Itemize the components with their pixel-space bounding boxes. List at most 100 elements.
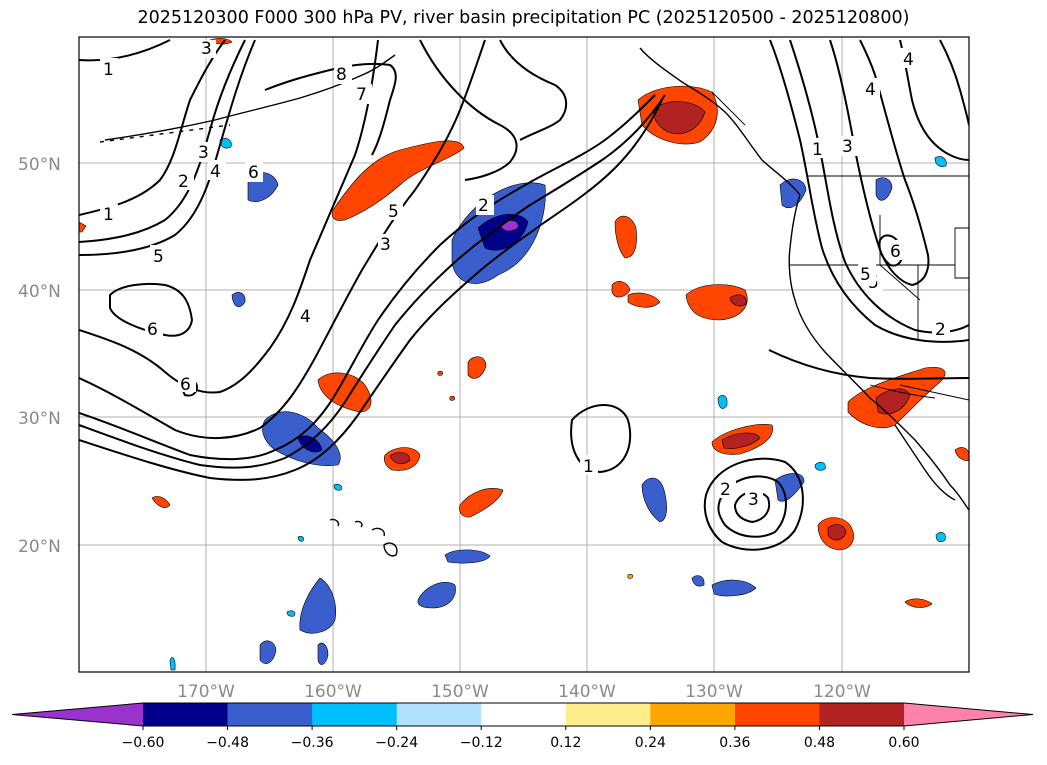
positive-precip-patches bbox=[79, 37, 969, 608]
precip-patch bbox=[904, 598, 933, 608]
colorbar-tick-label: −0.60 bbox=[122, 735, 165, 751]
svg-text:2: 2 bbox=[935, 320, 946, 340]
longitude-labels: 170°W 160°W 150°W 140°W 130°W 120°W bbox=[177, 682, 871, 702]
svg-text:1: 1 bbox=[103, 60, 114, 80]
precip-patch bbox=[444, 549, 491, 564]
svg-text:1: 1 bbox=[812, 140, 823, 160]
precip-patch bbox=[711, 579, 757, 597]
precip-patch bbox=[259, 640, 277, 664]
lon-label: 140°W bbox=[558, 682, 616, 702]
pv-contour bbox=[499, 39, 568, 141]
pv-contour bbox=[939, 39, 969, 126]
svg-text:1: 1 bbox=[103, 205, 114, 225]
precip-patch bbox=[934, 156, 947, 167]
precip-patch bbox=[614, 215, 637, 259]
precip-patch bbox=[827, 524, 847, 541]
lat-label: 50°N bbox=[18, 155, 61, 175]
pv-contour bbox=[264, 62, 397, 156]
colorbar-swatch bbox=[819, 703, 905, 726]
lat-label: 30°N bbox=[18, 409, 61, 429]
map-border bbox=[78, 36, 970, 673]
hawaii bbox=[329, 518, 398, 557]
pv-contours bbox=[79, 39, 969, 551]
svg-text:6: 6 bbox=[147, 320, 158, 340]
svg-text:2: 2 bbox=[178, 172, 189, 192]
lon-label: 150°W bbox=[431, 682, 489, 702]
colorbar-tick-label: −0.12 bbox=[460, 735, 503, 751]
svg-text:5: 5 bbox=[153, 247, 164, 267]
map-area bbox=[79, 37, 969, 672]
pv-contour bbox=[79, 99, 663, 481]
precip-patch bbox=[467, 356, 487, 379]
colorbar-tick-label: −0.24 bbox=[375, 735, 418, 751]
pv-contour bbox=[717, 475, 787, 538]
precip-patch bbox=[331, 140, 465, 221]
svg-text:1: 1 bbox=[583, 457, 594, 477]
pv-contour bbox=[109, 282, 194, 337]
svg-text:8: 8 bbox=[336, 65, 347, 85]
pv-contour bbox=[79, 94, 656, 461]
pv-contour bbox=[570, 404, 632, 474]
svg-text:6: 6 bbox=[890, 242, 901, 262]
precip-patch bbox=[219, 138, 232, 149]
svg-text:3: 3 bbox=[748, 490, 759, 510]
precip-patch bbox=[691, 575, 705, 587]
colorbar: −0.60 −0.48 −0.36 −0.24 −0.12 0.12 0.24 0.36 0.4… bbox=[11, 702, 1034, 751]
pv-contour bbox=[79, 39, 226, 216]
precip-patch bbox=[814, 461, 826, 471]
svg-text:4: 4 bbox=[300, 307, 311, 327]
svg-text:3: 3 bbox=[198, 143, 209, 163]
precip-patch bbox=[875, 388, 911, 415]
colorbar-tick-label: 0.24 bbox=[635, 735, 666, 751]
pv-contour bbox=[79, 39, 171, 62]
alaska-border bbox=[711, 91, 746, 126]
pv-contour bbox=[769, 39, 969, 343]
contour-labels: 1 2 3 4 5 6 6 6 1 3 4 5 5 4 3 2 1 2 3 1 … bbox=[100, 39, 950, 510]
precip-patch bbox=[935, 531, 946, 543]
svg-text:5: 5 bbox=[388, 202, 399, 222]
lon-label: 120°W bbox=[813, 682, 871, 702]
precip-patch bbox=[717, 395, 728, 409]
lat-label: 40°N bbox=[18, 282, 61, 302]
precip-patch bbox=[449, 395, 455, 401]
precip-patch bbox=[729, 294, 747, 307]
precip-patch bbox=[169, 657, 176, 671]
precip-patch bbox=[653, 101, 706, 134]
colorbar-swatch bbox=[481, 703, 567, 726]
precip-patch bbox=[151, 496, 171, 508]
pv-contour bbox=[79, 39, 256, 256]
precip-patch bbox=[627, 292, 661, 308]
colorbar-swatch bbox=[312, 703, 398, 726]
precip-patch bbox=[297, 536, 304, 542]
svg-text:7: 7 bbox=[356, 85, 367, 105]
colorbar-tick-label: 0.12 bbox=[550, 735, 581, 751]
latitude-labels: 50°N 40°N 30°N 20°N bbox=[18, 155, 61, 557]
colorbar-tick-label: −0.48 bbox=[206, 735, 249, 751]
colorbar-swatch bbox=[396, 703, 482, 726]
svg-text:3: 3 bbox=[201, 39, 212, 59]
colorbar-tick-label: −0.36 bbox=[291, 735, 334, 751]
pv-contour bbox=[79, 94, 666, 469]
pv-contour bbox=[703, 457, 804, 551]
gridlines bbox=[79, 37, 969, 672]
precip-patch bbox=[685, 284, 748, 321]
precip-patch bbox=[774, 473, 805, 502]
svg-text:4: 4 bbox=[210, 162, 221, 182]
svg-text:4: 4 bbox=[865, 80, 876, 100]
pv-contour bbox=[419, 39, 518, 181]
precip-patch bbox=[333, 484, 343, 491]
svg-text:2: 2 bbox=[720, 480, 731, 500]
precip-patch bbox=[459, 488, 504, 518]
pv-contour bbox=[789, 39, 969, 334]
precip-patch bbox=[389, 452, 411, 465]
pv-contour bbox=[768, 349, 969, 380]
precip-patch bbox=[417, 581, 456, 609]
precip-patch bbox=[611, 281, 631, 298]
aleutian-islands bbox=[104, 54, 396, 141]
lat-label: 20°N bbox=[18, 537, 61, 557]
map-title: 2025120300 F000 300 hPa PV, river basin … bbox=[137, 8, 910, 28]
colorbar-extend-max bbox=[904, 703, 1033, 726]
lon-label: 170°W bbox=[177, 682, 235, 702]
precip-patch bbox=[231, 292, 246, 308]
precip-patch bbox=[627, 573, 633, 579]
